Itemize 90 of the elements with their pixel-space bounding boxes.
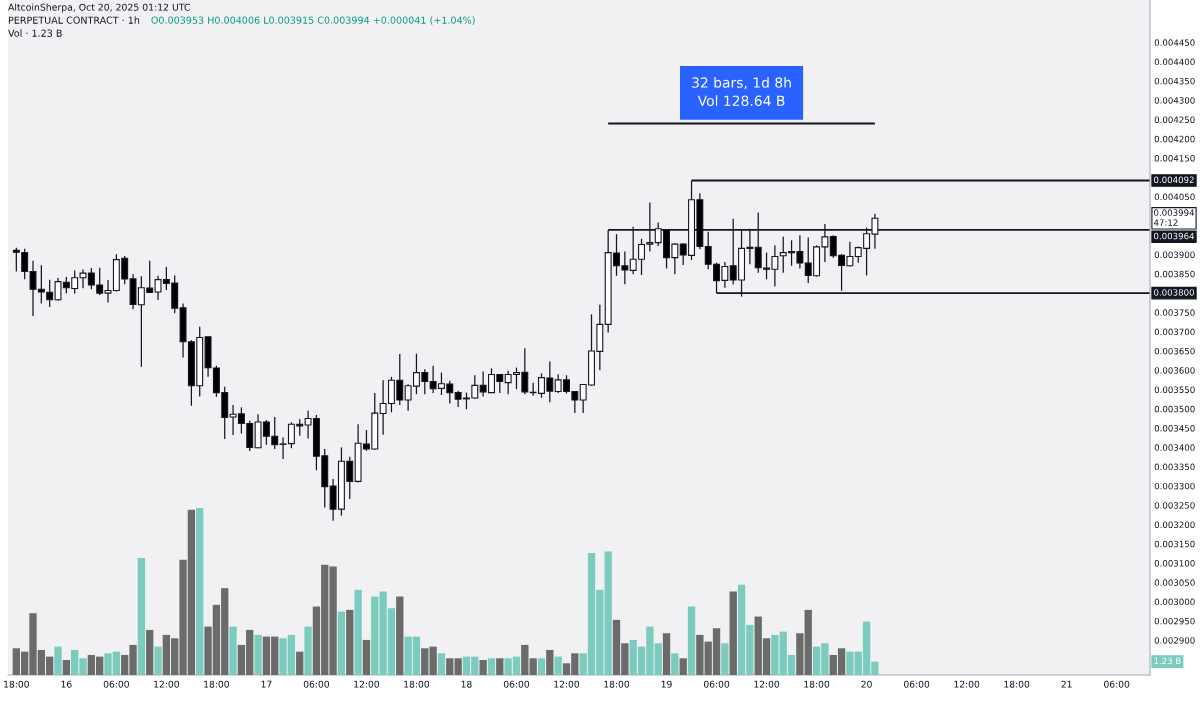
x-tick-label: 18:00 (4, 680, 29, 688)
y-tick-label: 0.003200 (1154, 521, 1195, 528)
x-tick-label: 06:00 (303, 680, 330, 688)
y-tick-label: 0.003850 (1154, 270, 1195, 278)
bar (229, 626, 237, 675)
bar (346, 609, 354, 675)
y-tick-label: 0.003500 (1154, 405, 1195, 413)
data-label: 0.004092 (1154, 176, 1194, 184)
x-tick-label: 18:00 (604, 680, 630, 688)
bar (304, 626, 312, 675)
annotation: 32 bars, 1d 8h Vol 128.64 B (692, 77, 791, 106)
bar (546, 649, 554, 675)
bar (662, 633, 671, 675)
y-tick-label: 0.003300 (1154, 482, 1195, 490)
y-tick-label: 0.003150 (1154, 540, 1195, 548)
bar (479, 659, 487, 675)
annotation: AltcoinSherpa, Oct 20, 2025 01:12 UTC (8, 3, 190, 13)
bar (154, 646, 162, 675)
x-tick-label: 06:00 (1104, 680, 1130, 688)
text: O0.003953 H0.004006 L0.003915 C0.003994 +0.000041 (+1.04%) (151, 16, 475, 25)
bar (146, 629, 154, 675)
annotation: Vol · 1.23 B (8, 29, 62, 37)
bar (687, 606, 696, 675)
bar (196, 508, 204, 675)
x-tick-label: 06:00 (103, 680, 129, 688)
y-tick-label: 0.003450 (1154, 425, 1195, 432)
y-tick-label: 0.003600 (1154, 367, 1195, 374)
bar (554, 656, 562, 675)
bar (487, 658, 496, 675)
y-tick-label: 0.004300 (1154, 97, 1195, 104)
bar (437, 653, 446, 675)
text: PERPETUAL CONTRACT · 1h (8, 16, 140, 24)
x-tick-label: 17 (261, 680, 272, 688)
bar (137, 558, 146, 675)
x-tick-label: 20 (861, 680, 872, 688)
y-tick-label: 0.004450 (1154, 39, 1195, 46)
x-tick-label: 06:00 (503, 680, 530, 688)
y-tick-label: 0.002950 (1154, 617, 1195, 625)
y-tick-label: 0.003400 (1154, 444, 1195, 451)
bar (362, 639, 371, 675)
bar (54, 646, 62, 675)
x-tick-label: 06:00 (903, 680, 930, 688)
y-tick-label: 0.003000 (1154, 598, 1195, 606)
x-tick-label: 18:00 (1004, 680, 1030, 688)
bar (729, 591, 737, 675)
data-label: 0.003800 (1154, 289, 1194, 296)
bar (496, 658, 504, 675)
text: 47:12 (1153, 219, 1178, 226)
y-tick-label: 0.003750 (1154, 309, 1195, 316)
bar (721, 643, 729, 675)
x-tick-label: 12:00 (554, 680, 580, 688)
y-tick-label: 0.004250 (1154, 116, 1195, 123)
y-tick-label: 0.003050 (1154, 579, 1195, 586)
data-label: 0.003964 (1154, 232, 1195, 240)
bar (679, 658, 687, 675)
y-tick-label: 0.003100 (1154, 560, 1195, 567)
text: 1.23 B (1154, 657, 1181, 665)
bar (296, 651, 304, 675)
x-tick-label: 12:00 (154, 680, 179, 688)
y-tick-label: 0.004200 (1154, 135, 1195, 143)
bar (354, 589, 362, 675)
x-tick-label: 12:00 (954, 680, 980, 688)
y-tick-label: 0.003650 (1154, 347, 1195, 355)
x-tick-label: 18:00 (804, 680, 830, 688)
x-tick-label: 06:00 (703, 680, 730, 688)
x-tick-label: 19 (661, 680, 672, 688)
x-tick-label: 16 (61, 680, 72, 688)
x-tick-label: 18 (461, 680, 472, 688)
y-tick-label: 0.003900 (1154, 251, 1195, 258)
y-tick-label: 0.004400 (1154, 58, 1195, 66)
bar (337, 611, 346, 675)
y-tick-label: 0.003250 (1154, 502, 1195, 509)
x-tick-label: 12:00 (754, 680, 780, 688)
text: 0.003994 (1154, 209, 1195, 216)
bar (396, 596, 404, 675)
y-tick-label: 0.004350 (1154, 77, 1195, 85)
bar (671, 653, 679, 675)
y-tick-label: 0.003700 (1154, 328, 1195, 336)
x-tick-label: 18:00 (204, 680, 229, 688)
y-tick-label: 0.004050 (1154, 193, 1195, 201)
y-tick-label: 0.004150 (1154, 155, 1195, 162)
x-tick-label: 18:00 (404, 680, 430, 688)
y-tick-label: 0.002900 (1154, 637, 1195, 644)
x-tick-label: 12:00 (354, 680, 380, 688)
bar (537, 658, 546, 675)
bar (62, 659, 71, 675)
bar (254, 634, 262, 675)
y-tick-label: 0.003550 (1154, 386, 1195, 393)
x-tick-label: 21 (1061, 680, 1072, 688)
y-tick-label: 0.003350 (1154, 463, 1195, 471)
